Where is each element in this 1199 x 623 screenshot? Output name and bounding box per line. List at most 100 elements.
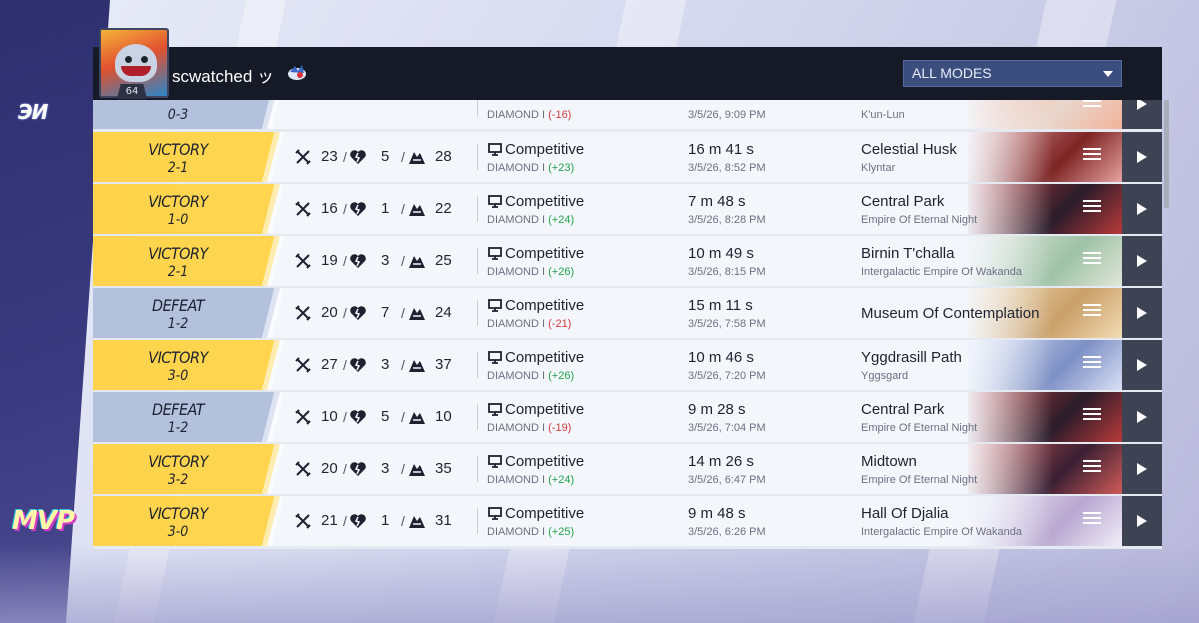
match-row[interactable]: VICTORY 3-2 20 / 3 / 35 Competitive DIAMOND I (+…: [93, 444, 1162, 494]
assists-icon: [409, 516, 425, 528]
match-duration: 9 m 48 s: [688, 505, 746, 522]
replay-play-button[interactable]: [1122, 288, 1162, 338]
stat-separator: /: [401, 409, 405, 425]
replay-play-button[interactable]: [1122, 496, 1162, 546]
match-result-label: VICTORY: [148, 348, 208, 367]
match-row[interactable]: VICTORY 2-1 23 / 5 / 28 Competitive DIAMOND I (+…: [93, 132, 1162, 182]
side-logo: ЭИ: [18, 100, 48, 124]
match-score: 1-2: [167, 316, 189, 332]
replay-play-button[interactable]: [1122, 392, 1162, 442]
background-bottom: [0, 543, 1199, 623]
rank-info: DIAMOND I (+24): [487, 214, 574, 226]
replay-play-button[interactable]: [1122, 100, 1162, 129]
kills-value: 27: [321, 356, 338, 373]
rank-delta: (+24): [548, 474, 575, 486]
player-avatar[interactable]: [99, 28, 169, 98]
match-menu-icon[interactable]: [1083, 408, 1101, 426]
match-score: 0-3: [167, 107, 189, 123]
column-divider: [477, 352, 478, 378]
assists-value: 22: [435, 200, 452, 217]
rank-delta: (+26): [548, 370, 575, 382]
match-duration: 7 m 48 s: [688, 193, 746, 210]
match-menu-icon[interactable]: [1083, 512, 1101, 530]
kills-icon: [295, 461, 311, 477]
game-mode-label: Competitive: [505, 245, 585, 262]
match-score: 2-1: [167, 264, 189, 280]
chevron-down-icon: [1103, 71, 1113, 77]
match-result-label: DEFEAT: [151, 400, 205, 419]
map-thumbnail-fade: [853, 100, 1053, 129]
match-score: 3-0: [167, 524, 189, 540]
deaths-icon: [350, 202, 366, 216]
rank-tier: DIAMOND I: [487, 370, 546, 382]
match-row[interactable]: VICTORY 1-0 16 / 1 / 22 Competitive DIAMOND I (+…: [93, 184, 1162, 234]
match-row[interactable]: DEFEAT 1-2 10 / 5 / 10 Competitive DIAMOND I (-1…: [93, 392, 1162, 442]
match-result-badge: DEFEAT 1-2: [93, 288, 280, 338]
game-mode-label: Competitive: [505, 193, 585, 210]
rank-tier: DIAMOND I: [487, 214, 546, 226]
match-row[interactable]: VICTORY 3-0 27 / 3 / 37 Competitive DIAMOND I (+…: [93, 340, 1162, 390]
replay-play-button[interactable]: [1122, 444, 1162, 494]
map-thumbnail-fade: [853, 288, 1053, 338]
assists-value: 24: [435, 304, 452, 321]
rank-info: DIAMOND I (+24): [487, 474, 574, 486]
match-result-badge: VICTORY 3-0: [93, 340, 280, 390]
column-divider: [477, 248, 478, 274]
replay-play-button[interactable]: [1122, 340, 1162, 390]
map-region: Yggsgard: [861, 370, 909, 382]
mode-filter-dropdown[interactable]: ALL MODES: [903, 60, 1122, 87]
map-thumbnail-fade: [853, 392, 1053, 442]
rank-delta: (+23): [548, 162, 575, 174]
game-mode-label: Competitive: [505, 453, 585, 470]
assists-value: 28: [435, 148, 452, 165]
game-mode-label: Competitive: [505, 297, 585, 314]
monitor-icon: [488, 195, 502, 208]
match-row[interactable]: DEFEAT 1-2 20 / 7 / 24 Competitive DIAMOND I (-2…: [93, 288, 1162, 338]
match-duration: 16 m 41 s: [688, 141, 754, 158]
match-result-label: VICTORY: [148, 192, 208, 211]
match-menu-icon[interactable]: [1083, 148, 1101, 166]
rank-info: DIAMOND I (+26): [487, 266, 574, 278]
kills-value: 16: [321, 200, 338, 217]
match-row[interactable]: VICTORY 3-0 21 / 1 / 31 Competitive DIAMOND I (+…: [93, 496, 1162, 546]
replay-play-button[interactable]: [1122, 132, 1162, 182]
kills-icon: [295, 201, 311, 217]
match-score: 1-2: [167, 420, 189, 436]
match-date: 3/5/26, 6:26 PM: [688, 526, 766, 538]
deaths-icon: [350, 462, 366, 476]
map-region: Empire Of Eternal Night: [861, 474, 978, 486]
match-row[interactable]: VICTORY 2-1 19 / 3 / 25 Competitive DIAMOND I (+…: [93, 236, 1162, 286]
kills-icon: [295, 513, 311, 529]
replay-play-button[interactable]: [1122, 236, 1162, 286]
deaths-value: 1: [381, 512, 390, 529]
match-menu-icon[interactable]: [1083, 200, 1101, 218]
match-menu-icon[interactable]: [1083, 460, 1101, 478]
match-result-label: VICTORY: [148, 244, 208, 263]
match-duration: 10 m 49 s: [688, 245, 754, 262]
match-menu-icon[interactable]: [1083, 100, 1101, 113]
team-icon: [288, 65, 306, 80]
column-divider: [477, 196, 478, 222]
avatar-face: [115, 44, 157, 82]
rank-delta: (-19): [548, 422, 572, 434]
scrollbar[interactable]: [1164, 100, 1169, 208]
match-result-badge: 0-3: [93, 100, 280, 129]
column-divider: [477, 144, 478, 170]
replay-play-button[interactable]: [1122, 184, 1162, 234]
monitor-icon: [488, 455, 502, 468]
match-date: 3/5/26, 7:58 PM: [688, 318, 766, 330]
deaths-value: 5: [381, 408, 390, 425]
match-date: 3/5/26, 8:52 PM: [688, 162, 766, 174]
match-menu-icon[interactable]: [1083, 252, 1101, 270]
match-menu-icon[interactable]: [1083, 356, 1101, 374]
stat-separator: /: [401, 513, 405, 529]
stat-separator: /: [343, 513, 347, 529]
rank-tier: DIAMOND I: [487, 162, 546, 174]
match-row[interactable]: 0-3 DIAMOND I (-16) 3/5/26, 9:09 PM K'un-Lu…: [93, 100, 1162, 129]
match-menu-icon[interactable]: [1083, 304, 1101, 322]
kills-icon: [295, 409, 311, 425]
match-result-badge: VICTORY 3-0: [93, 496, 280, 546]
rank-tier: DIAMOND I: [487, 109, 546, 121]
match-duration: 10 m 46 s: [688, 349, 754, 366]
match-history-list[interactable]: 0-3 DIAMOND I (-16) 3/5/26, 9:09 PM K'un-Lu…: [93, 100, 1162, 549]
